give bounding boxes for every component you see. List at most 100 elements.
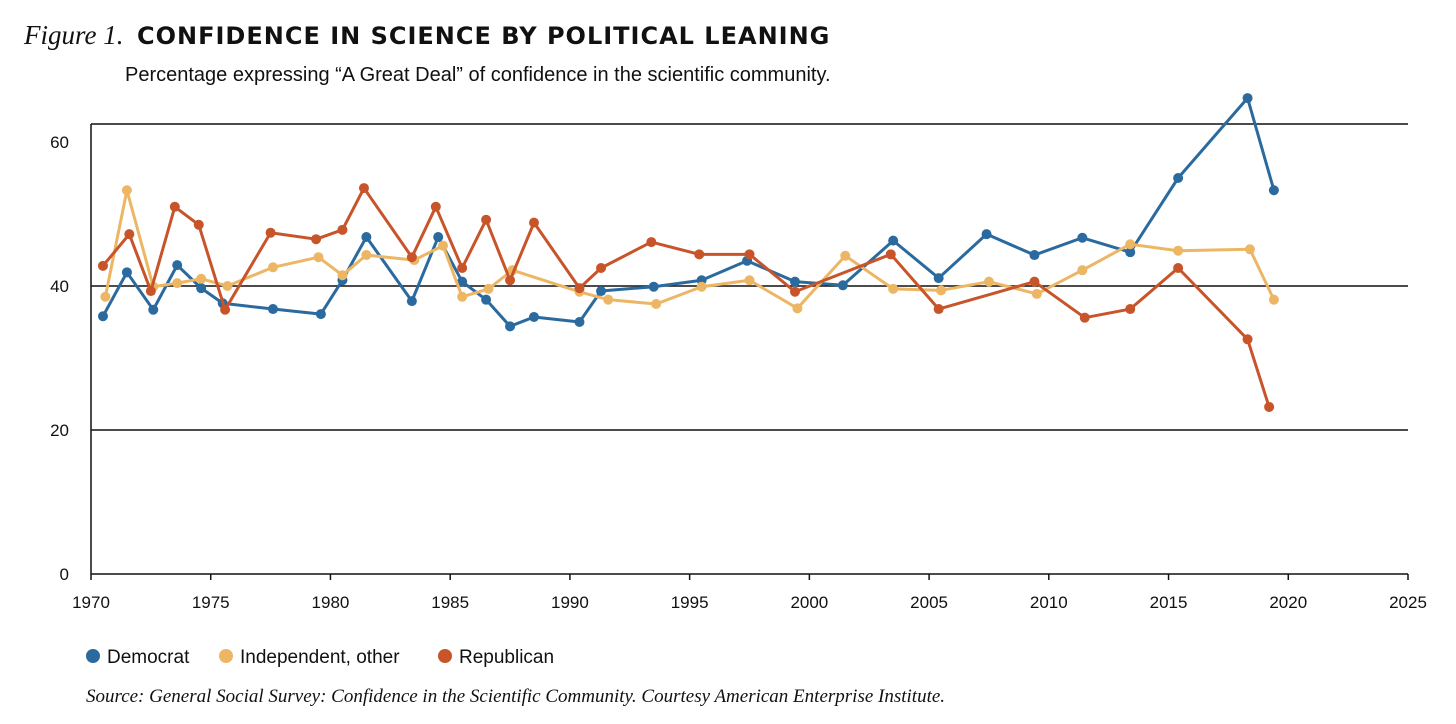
data-point <box>651 299 662 309</box>
data-point <box>981 229 992 240</box>
data-point <box>358 183 369 194</box>
data-point <box>888 235 899 246</box>
data-point <box>430 201 441 212</box>
data-point <box>1031 288 1042 299</box>
data-point <box>983 276 994 287</box>
data-point <box>596 263 607 273</box>
y-tick-label: 40 <box>50 277 69 296</box>
series-line-republican <box>101 186 1271 408</box>
data-point <box>694 249 705 260</box>
x-tick-label: 2025 <box>1389 593 1427 612</box>
data-point <box>267 304 278 315</box>
data-point <box>1242 334 1253 345</box>
data-point <box>361 250 372 261</box>
data-point <box>145 286 156 297</box>
data-point <box>528 217 539 228</box>
x-tick-label: 1995 <box>671 593 709 612</box>
data-point <box>437 240 448 251</box>
data-point <box>696 281 707 292</box>
data-point <box>172 278 183 289</box>
x-tick-label: 2015 <box>1150 593 1188 612</box>
data-point <box>1242 93 1253 104</box>
x-tick-label: 2000 <box>790 593 828 612</box>
data-point <box>337 270 348 281</box>
data-point <box>1077 265 1088 276</box>
data-point <box>457 276 468 287</box>
data-point <box>744 275 755 286</box>
data-point <box>837 280 848 291</box>
x-tick-label: 1980 <box>312 593 350 612</box>
series-line-independent-other <box>103 188 1276 310</box>
x-tick-label: 2020 <box>1269 593 1307 612</box>
source-note: Source: General Social Survey: Confidenc… <box>86 686 946 707</box>
data-point <box>121 267 132 278</box>
x-tick-label: 1990 <box>551 593 589 612</box>
data-point <box>196 283 207 294</box>
data-point <box>933 273 944 284</box>
chart-subtitle: Percentage expressing “A Great Deal” of … <box>125 64 831 86</box>
data-point <box>433 232 444 243</box>
legend-marker <box>438 649 452 663</box>
data-point <box>1264 401 1275 412</box>
y-tick-label: 20 <box>50 421 69 440</box>
data-point <box>457 263 468 273</box>
data-point <box>124 229 135 240</box>
data-point <box>840 250 851 261</box>
data-point <box>313 252 324 263</box>
data-point <box>172 260 183 271</box>
data-point <box>481 294 492 305</box>
data-point <box>1173 263 1184 273</box>
y-tick-label: 60 <box>50 133 69 152</box>
x-tick-label: 2010 <box>1030 593 1068 612</box>
series-line-democrat <box>101 96 1276 328</box>
x-tick-label: 1970 <box>72 593 110 612</box>
data-point <box>361 232 372 243</box>
data-point <box>311 234 322 245</box>
data-point <box>315 309 326 320</box>
x-tick-label: 1985 <box>431 593 469 612</box>
x-tick-label: 2005 <box>910 593 948 612</box>
data-point <box>481 214 492 225</box>
data-point <box>603 294 614 305</box>
data-point <box>1029 250 1040 261</box>
data-point <box>1173 245 1184 256</box>
data-point <box>97 311 108 322</box>
data-point <box>1077 232 1088 243</box>
data-point <box>267 262 278 273</box>
data-point <box>1244 244 1255 255</box>
data-point <box>792 303 803 314</box>
data-point <box>1268 294 1279 305</box>
data-point <box>193 219 204 230</box>
data-point <box>121 185 132 196</box>
data-point <box>196 273 207 284</box>
data-point <box>1079 312 1090 323</box>
legend-label: Democrat <box>107 647 190 668</box>
data-point <box>648 281 659 292</box>
data-point <box>100 291 111 302</box>
data-point <box>574 283 585 294</box>
data-point <box>936 285 947 296</box>
data-point <box>505 321 516 332</box>
data-point <box>744 249 755 260</box>
y-tick-label: 0 <box>60 565 69 584</box>
data-point <box>1125 247 1136 258</box>
data-point <box>789 286 800 297</box>
data-point <box>337 224 348 235</box>
data-point <box>406 296 417 307</box>
figure-label: Figure 1. <box>24 20 124 50</box>
data-point <box>1268 185 1279 196</box>
data-point <box>1125 304 1136 315</box>
chart-title: Figure 1. CONFIDENCE IN SCIENCE BY POLIT… <box>24 20 830 51</box>
data-point <box>1029 276 1040 287</box>
data-point <box>1173 173 1184 183</box>
data-point <box>148 304 159 315</box>
x-tick-label: 1975 <box>192 593 230 612</box>
legend-label: Independent, other <box>240 647 400 668</box>
data-point <box>528 311 539 322</box>
data-point <box>220 304 231 315</box>
data-point <box>933 304 944 315</box>
data-point <box>457 291 468 302</box>
legend-label: Republican <box>459 647 554 668</box>
title-text: CONFIDENCE IN SCIENCE BY POLITICAL LEANI… <box>137 22 831 50</box>
